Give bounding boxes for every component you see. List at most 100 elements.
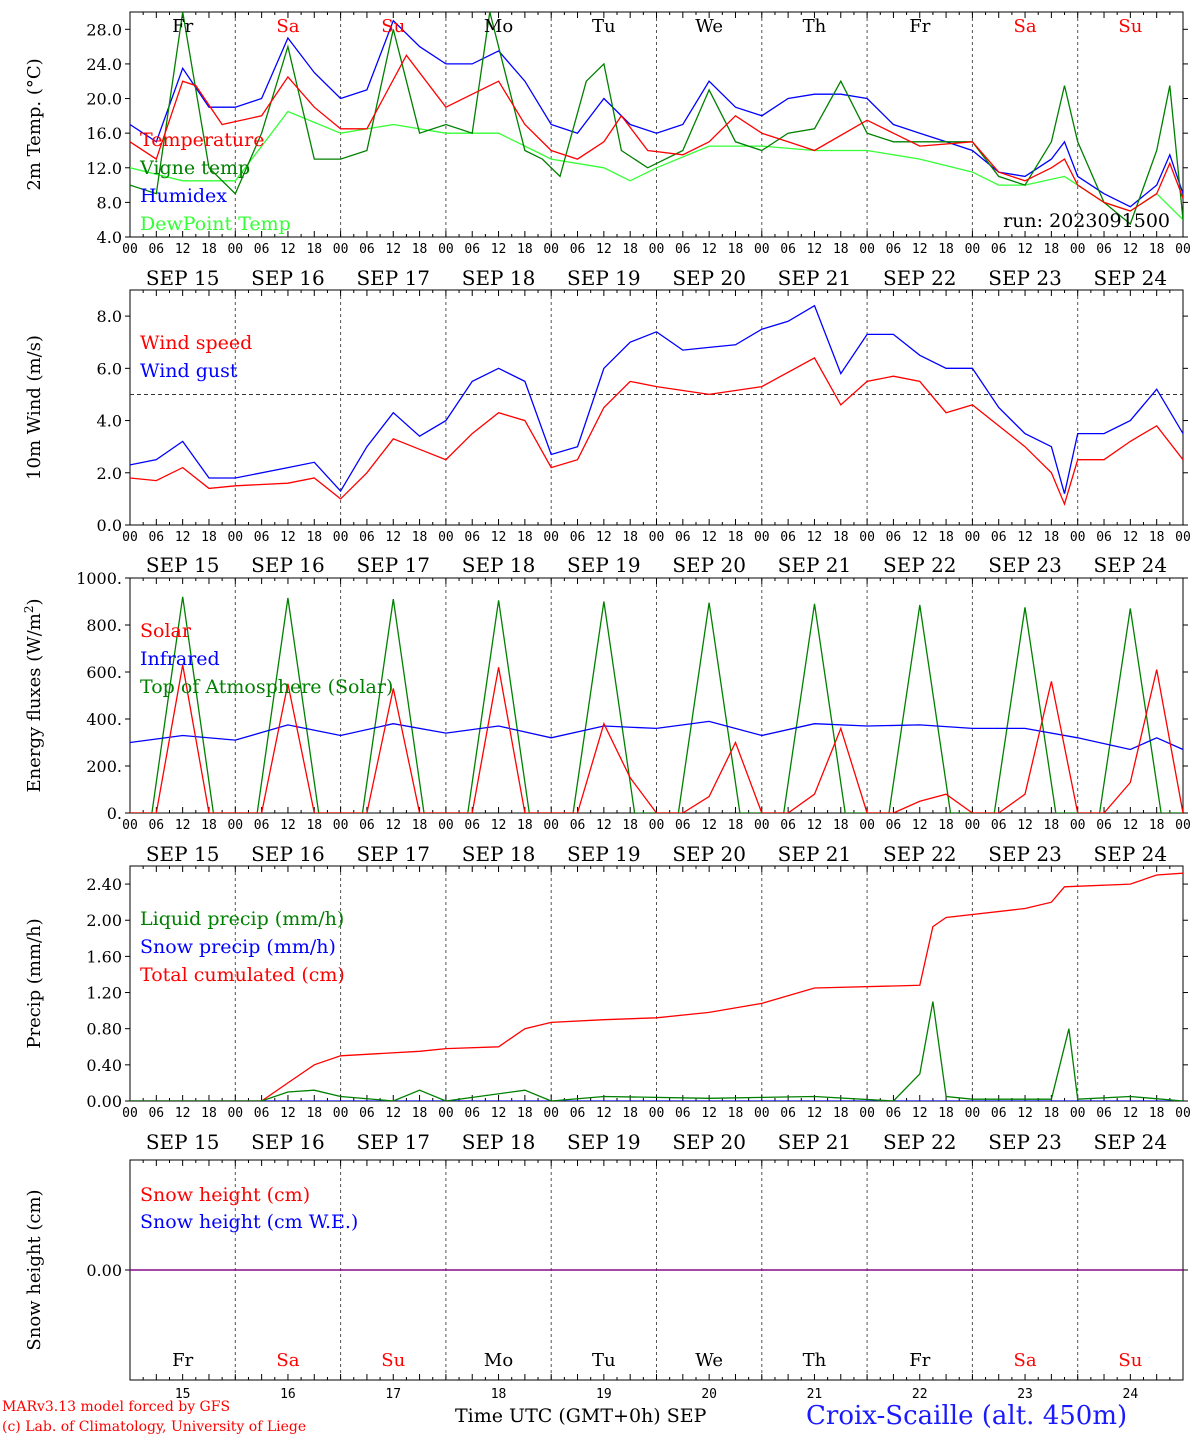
y-tick-label: 1000. [76, 569, 122, 588]
series-line [130, 1001, 1183, 1101]
station-name: Croix-Scaille (alt. 450m) [806, 1401, 1128, 1431]
hour-tick-label: 00 [1175, 1106, 1191, 1121]
series-line [130, 304, 1183, 494]
hour-tick-label: 06 [359, 1106, 375, 1121]
hour-tick-label: 18 [201, 1106, 217, 1121]
hour-tick-label: 12 [385, 530, 401, 545]
hour-tick-label: 12 [385, 818, 401, 833]
hour-tick-label: 18 [622, 1106, 638, 1121]
date-label: SEP 18 [462, 842, 536, 866]
hour-tick-label: 06 [464, 530, 480, 545]
hour-tick-label: 12 [280, 530, 296, 545]
hour-tick-label: 06 [254, 242, 270, 257]
day-of-month-label: 18 [491, 1387, 507, 1402]
hour-tick-label: 00 [965, 818, 981, 833]
y-tick-label: 0.00 [86, 1261, 122, 1280]
y-tick-label: 0. [107, 804, 122, 823]
hour-tick-label: 06 [886, 818, 902, 833]
hour-tick-label: 06 [780, 242, 796, 257]
y-tick-label: 2.40 [86, 875, 122, 894]
hour-tick-label: 06 [148, 242, 164, 257]
hour-tick-label: 00 [543, 818, 559, 833]
hour-tick-label: 12 [912, 242, 928, 257]
hour-tick-label: 18 [517, 530, 533, 545]
hour-tick-label: 12 [912, 530, 928, 545]
date-label: SEP 24 [1094, 553, 1168, 577]
hour-tick-label: 00 [649, 1106, 665, 1121]
date-label: SEP 15 [146, 266, 220, 290]
hour-tick-label: 18 [1044, 1106, 1060, 1121]
hour-tick-label: 12 [175, 1106, 191, 1121]
hour-tick-label: 12 [1017, 1106, 1033, 1121]
hour-tick-label: 12 [596, 1106, 612, 1121]
hour-tick-label: 12 [1123, 1106, 1139, 1121]
y-tick-label: 28.0 [86, 20, 122, 39]
hour-tick-label: 06 [991, 530, 1007, 545]
hour-tick-label: 06 [1096, 530, 1112, 545]
y-axis-label: 2m Temp. (°C) [24, 58, 45, 190]
panel-5: 0.00 Snow height (cm) Snow height (cm) Snow… [24, 1159, 1188, 1402]
legend-entry: Snow precip (mm/h) [140, 936, 336, 958]
date-label: SEP 15 [146, 553, 220, 577]
day-of-week-label: We [695, 16, 723, 37]
hour-tick-label: 06 [1096, 242, 1112, 257]
date-label: SEP 23 [988, 553, 1062, 577]
y-tick-label: 20.0 [86, 90, 122, 109]
y-axis-label: Snow height (cm) [24, 1189, 45, 1350]
hour-tick-label: 06 [359, 530, 375, 545]
date-label: SEP 23 [988, 1130, 1062, 1154]
date-label: SEP 23 [988, 266, 1062, 290]
hour-tick-label: 06 [148, 1106, 164, 1121]
hour-tick-label: 00 [543, 530, 559, 545]
date-label: SEP 17 [356, 266, 430, 290]
hour-tick-label: 06 [464, 1106, 480, 1121]
hour-tick-label: 00 [227, 242, 243, 257]
hour-tick-label: 00 [965, 530, 981, 545]
day-of-week-label: Mo [484, 16, 513, 37]
y-tick-label: 600. [86, 663, 122, 682]
date-label: SEP 18 [462, 1130, 536, 1154]
legend-entry: Solar [140, 620, 192, 642]
series-line [130, 110, 1183, 221]
legend-entry: Top of Atmosphere (Solar) [140, 676, 393, 698]
hour-tick-label: 06 [1096, 1106, 1112, 1121]
day-of-week-label: Mo [484, 1350, 513, 1371]
date-label: SEP 23 [988, 842, 1062, 866]
date-label: SEP 16 [251, 842, 325, 866]
hour-tick-label: 00 [965, 1106, 981, 1121]
day-of-week-label: Tu [592, 1350, 616, 1371]
hour-tick-label: 00 [438, 1106, 454, 1121]
date-label: SEP 20 [672, 1130, 746, 1154]
hour-tick-label: 12 [491, 242, 507, 257]
day-of-week-label: Su [1118, 16, 1142, 37]
hour-tick-label: 00 [438, 818, 454, 833]
legend-entry: Wind gust [140, 360, 238, 382]
hour-tick-label: 00 [1070, 818, 1086, 833]
hour-tick-label: 00 [754, 1106, 770, 1121]
hour-tick-label: 00 [333, 1106, 349, 1121]
y-tick-label: 2.0 [97, 464, 122, 483]
hour-tick-label: 12 [701, 242, 717, 257]
hour-tick-label: 18 [1149, 1106, 1165, 1121]
series-line [130, 872, 1183, 1101]
day-of-month-label: 24 [1123, 1387, 1139, 1402]
hour-tick-label: 00 [227, 818, 243, 833]
hour-tick-label: 18 [938, 530, 954, 545]
hour-tick-label: 06 [675, 530, 691, 545]
y-tick-label: 0.0 [97, 516, 122, 535]
hour-tick-label: 06 [254, 530, 270, 545]
hour-tick-label: 12 [280, 242, 296, 257]
hour-tick-label: 00 [649, 818, 665, 833]
hour-tick-label: 18 [622, 818, 638, 833]
date-label: SEP 19 [567, 1130, 641, 1154]
day-of-week-label: Fr [172, 1350, 193, 1371]
hour-tick-label: 00 [1175, 818, 1191, 833]
hour-tick-label: 06 [991, 818, 1007, 833]
hour-tick-label: 12 [385, 242, 401, 257]
hour-tick-label: 18 [728, 1106, 744, 1121]
hour-tick-label: 06 [359, 818, 375, 833]
y-tick-label: 200. [86, 757, 122, 776]
hour-tick-label: 18 [306, 242, 322, 257]
date-label: SEP 22 [883, 842, 957, 866]
